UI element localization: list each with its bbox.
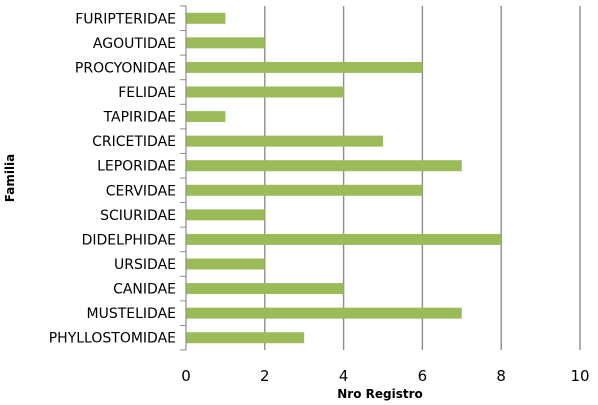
category-label: PHYLLOSTOMIDAE	[49, 331, 176, 347]
category-label: LEPORIDAE	[97, 159, 176, 175]
axes	[180, 5, 187, 351]
category-label: CANIDAE	[113, 282, 176, 298]
category-label: SCIURIDAE	[100, 208, 176, 224]
labels: FURIPTERIDAE AGOUTIDAE PROCYONIDAE FELIDAE T…	[49, 11, 590, 385]
x-tick-label: 0	[181, 367, 191, 385]
x-axis-title: Nro Registro	[337, 387, 423, 401]
category-label: FELIDAE	[118, 85, 176, 101]
bars	[186, 12, 502, 344]
bar-ursidae	[186, 258, 265, 270]
bar-tapiridae	[186, 111, 226, 123]
x-tick-label: 4	[339, 367, 349, 385]
bar-mustelidae	[186, 307, 462, 319]
bar-agoutidae	[186, 37, 265, 49]
bar-cervidae	[186, 184, 423, 196]
x-tick-label: 10	[570, 367, 589, 385]
bar-leporidae	[186, 160, 462, 172]
category-label: DIDELPHIDAE	[82, 232, 176, 248]
bar-furipteridae	[186, 12, 226, 24]
bar-phyllostomidae	[186, 332, 305, 344]
x-tick-label: 2	[260, 367, 270, 385]
bar-sciuridae	[186, 209, 265, 221]
x-tick-label: 6	[418, 367, 428, 385]
x-tick-label: 8	[496, 367, 506, 385]
bar-felidae	[186, 86, 344, 98]
gridlines	[264, 6, 581, 350]
category-label: URSIDAE	[114, 257, 176, 273]
bar-cricetidae	[186, 135, 383, 147]
category-label: FURIPTERIDAE	[75, 11, 176, 27]
y-axis-title: Familia	[3, 154, 17, 203]
category-label: TAPIRIDAE	[103, 110, 176, 126]
bar-canidae	[186, 283, 344, 295]
category-label: CERVIDAE	[106, 183, 176, 199]
bar-procyonidae	[186, 61, 423, 73]
bar-didelphidae	[186, 233, 502, 245]
category-label: MUSTELIDAE	[87, 306, 177, 322]
category-label: CRICETIDAE	[92, 134, 176, 150]
category-label: PROCYONIDAE	[75, 60, 176, 76]
category-label: AGOUTIDAE	[93, 36, 176, 52]
